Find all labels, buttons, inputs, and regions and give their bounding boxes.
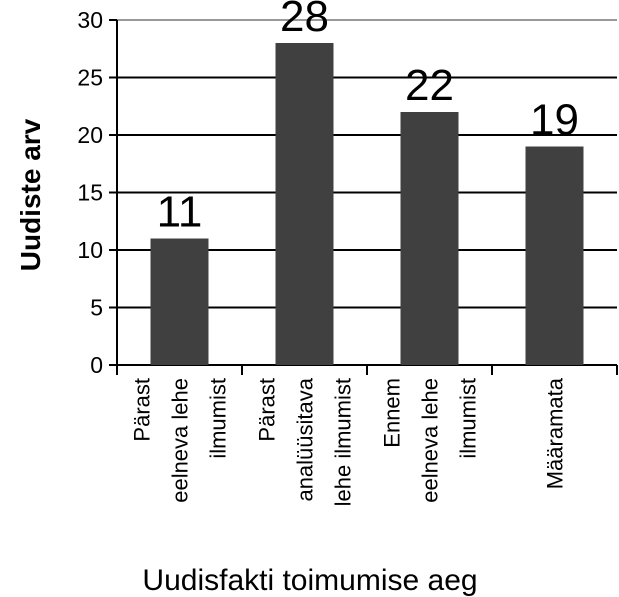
x-tick-label: Määramata [543,377,568,489]
x-tick-label: Ennem eelneva lehe ilmumist [380,378,481,503]
data-label: 22 [405,61,454,110]
y-axis-title: Uudiste arv [15,118,46,271]
x-axis-title: Uudisfakti toimumise aeg [142,564,477,597]
y-tick-label: 30 [77,7,103,33]
data-label: 11 [157,188,203,237]
data-label: 28 [280,0,329,41]
bar [275,43,334,365]
y-tick-label: 5 [90,295,103,321]
bar [400,112,459,365]
x-tick-label: Pärast eelneva lehe ilmumist [130,378,231,503]
bar [525,146,584,365]
y-tick-label: 10 [77,237,103,263]
x-tick-label: Pärast analüüsitava lehe ilmumist [255,377,356,506]
y-tick-label: 25 [77,65,103,91]
bar [150,238,209,365]
y-tick-label: 20 [77,122,103,148]
y-tick-label: 0 [90,352,103,378]
y-tick-label: 15 [77,180,103,206]
data-label: 19 [530,96,579,145]
